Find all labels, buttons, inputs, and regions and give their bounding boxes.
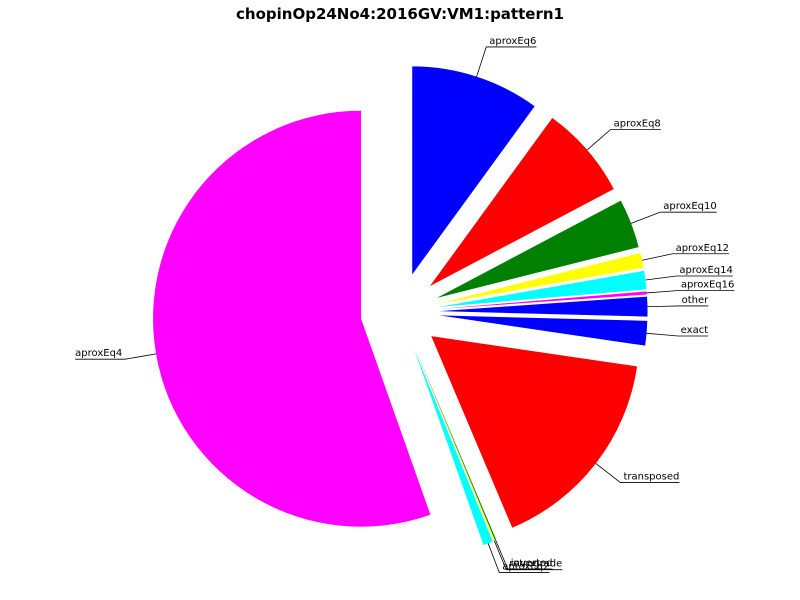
pie-slice-aproxEq16 bbox=[439, 291, 647, 309]
pie-label-retrograde: retrograde bbox=[509, 559, 562, 570]
pie-label-aproxEq8: aproxEq8 bbox=[614, 119, 661, 130]
leader-line-aproxEq10 bbox=[630, 211, 717, 224]
pie-slice-aproxEq10 bbox=[436, 200, 639, 298]
leader-line-other bbox=[647, 305, 709, 308]
pie-label-aproxEq16: aproxEq16 bbox=[681, 280, 735, 291]
pie-label-transposed: transposed bbox=[623, 472, 679, 483]
pie-slice-aproxEq2 bbox=[414, 348, 493, 546]
pie-label-other: other bbox=[682, 295, 710, 306]
pie-slice-aproxEq12 bbox=[438, 252, 644, 304]
pie-slice-aproxEq14 bbox=[439, 270, 647, 307]
leader-line-retrograde bbox=[493, 540, 563, 571]
leader-line-transposed bbox=[595, 463, 680, 483]
leader-line-inverted bbox=[495, 540, 553, 570]
leader-line-aproxEq6 bbox=[476, 46, 537, 77]
pie-label-aproxEq4: aproxEq4 bbox=[75, 348, 122, 359]
pie-slice-aproxEq6 bbox=[412, 66, 535, 275]
leader-line-aproxEq14 bbox=[645, 275, 733, 281]
pie-slice-other bbox=[439, 296, 648, 317]
pie-slices bbox=[153, 66, 648, 546]
pie-slice-aproxEq8 bbox=[429, 117, 614, 287]
chart-title: chopinOp24No4:2016GV:VM1:pattern1 bbox=[236, 5, 564, 23]
pie-label-aproxEq14: aproxEq14 bbox=[679, 265, 733, 276]
pie-slice-exact bbox=[439, 315, 648, 346]
leader-line-aproxEq12 bbox=[641, 253, 730, 261]
pie-label-aproxEq12: aproxEq12 bbox=[676, 243, 730, 254]
leader-line-aproxEq16 bbox=[646, 290, 735, 294]
pie-slice-aproxEq4 bbox=[153, 110, 431, 527]
pie-slice-inverted bbox=[415, 348, 497, 541]
pie-slice-retrograde bbox=[415, 348, 495, 542]
pie-label-inverted: inverted bbox=[511, 558, 553, 569]
pie-label-aproxEq10: aproxEq10 bbox=[663, 201, 717, 212]
leader-line-aproxEq4 bbox=[75, 353, 157, 360]
pie-slice-transposed bbox=[431, 336, 638, 528]
pie-label-exact: exact bbox=[681, 325, 709, 336]
leader-line-aproxEq8 bbox=[586, 129, 661, 151]
pie-label-aproxEq6: aproxEq6 bbox=[489, 36, 536, 47]
pie-label-aproxEq2: aproxEq2 bbox=[502, 561, 549, 572]
leader-line-aproxEq2 bbox=[487, 543, 550, 573]
leader-line-exact bbox=[646, 332, 709, 337]
pie-labels: aproxEq6 aproxEq8 aproxEq10 aproxEq12 aproxE… bbox=[75, 36, 735, 573]
